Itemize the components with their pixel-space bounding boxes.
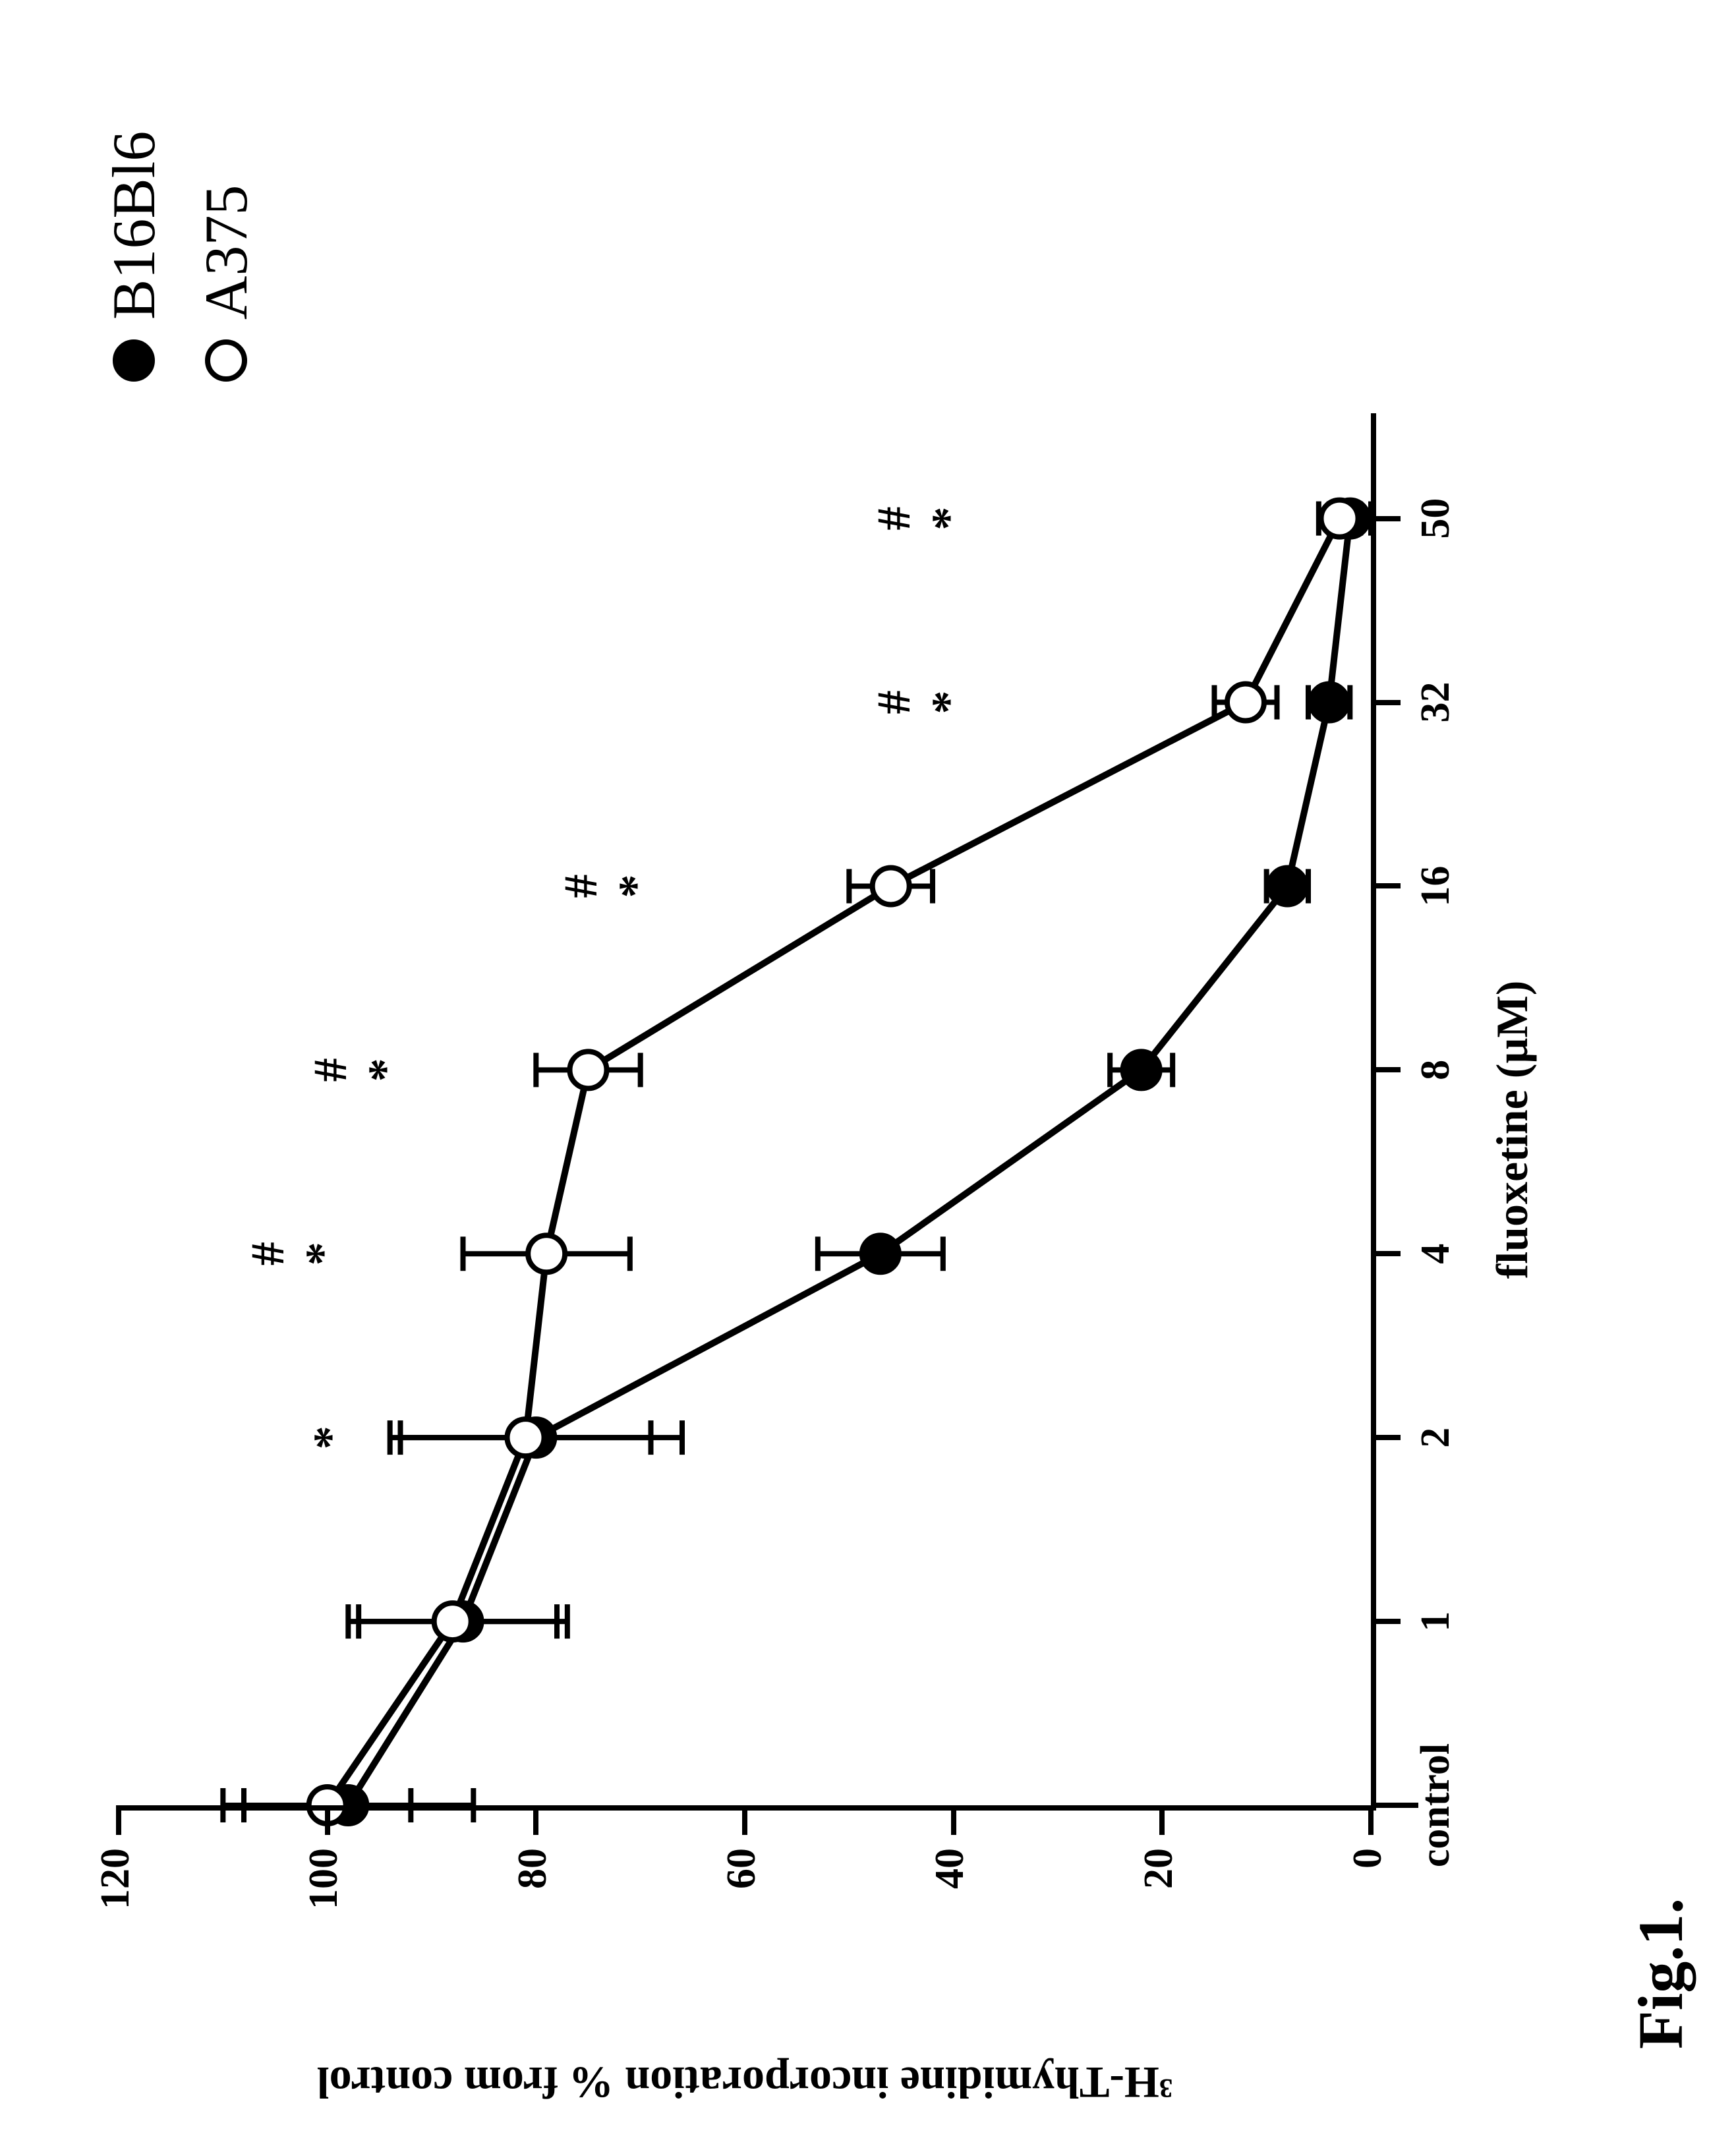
data-point-A375 [434,1603,471,1640]
legend-entry-B16Bl6: B16Bl6 [99,131,169,382]
significance-mark: * [361,1037,409,1103]
significance-mark: # [557,853,604,919]
x-axis-label: fluoxetine (µM) [1486,866,1538,1393]
legend-label-B16Bl6: B16Bl6 [99,131,169,320]
y-axis-line [119,1805,1376,1811]
x-tick [1371,1435,1401,1440]
y-tick [116,1805,121,1835]
chart-stage: 0 20 40 60 80 100 120 control1248163250 B16Bl6 A… [0,0,1736,2148]
significance-mark: * [925,486,972,552]
x-tick [1371,700,1401,705]
significance-mark: # [244,1221,291,1287]
x-tick-label: 2 [1412,1339,1459,1536]
data-point-A375 [1227,684,1264,721]
y-tick [533,1805,538,1835]
y-tick [951,1805,956,1835]
x-tick-label: control [1412,1706,1459,1904]
data-point-B16Bl6 [1269,867,1306,904]
significance-mark: # [870,486,917,552]
x-tick-label: 32 [1412,604,1459,801]
x-tick [1371,883,1401,888]
data-point-B16Bl6 [862,1235,899,1272]
x-tick-label: 50 [1412,420,1459,618]
significance-mark: * [612,853,659,919]
y-tick [1159,1805,1165,1835]
figure-label: Fig.1. [1624,1898,1697,2049]
y-tick-label: 60 [718,1848,765,1967]
x-tick-label: 8 [1412,971,1459,1169]
plot-area [119,454,1371,1805]
legend-label-A375: A375 [191,185,261,320]
y-tick-label: 20 [1136,1848,1182,1967]
y-tick [742,1805,747,1835]
data-point-A375 [873,867,910,904]
data-point-A375 [507,1419,544,1456]
data-point-A375 [1321,500,1358,537]
x-tick-label: 4 [1412,1155,1459,1352]
x-tick [1371,1067,1401,1072]
y-tick-label: 0 [1345,1848,1391,1967]
x-axis-line [1371,413,1376,1811]
significance-mark: * [306,1405,354,1470]
x-tick [1371,1251,1401,1256]
data-point-A375 [570,1051,607,1088]
legend-marker-A375 [205,339,247,382]
significance-mark: # [870,670,917,736]
significance-mark: * [299,1221,346,1287]
x-tick [1371,516,1401,521]
x-tick [1371,1803,1418,1808]
y-tick [325,1805,330,1835]
x-tick-label: 1 [1412,1523,1459,1720]
legend-entry-A375: A375 [191,185,261,382]
series-line-B16Bl6 [348,519,1350,1805]
plot-svg [119,454,1371,1805]
x-tick-label: 16 [1412,787,1459,985]
significance-mark: # [306,1037,354,1103]
y-tick-label: 120 [92,1848,139,1967]
y-axis-label: ³H-Thymidine incorporation % from contro… [119,2056,1371,2108]
significance-mark: * [925,670,972,736]
y-tick-label: 100 [301,1848,347,1967]
y-tick-label: 40 [927,1848,973,1967]
x-tick [1371,1619,1401,1624]
y-tick [1368,1805,1374,1835]
legend-marker-B16Bl6 [113,339,155,382]
y-tick-label: 80 [509,1848,556,1967]
data-point-B16Bl6 [1123,1051,1160,1088]
data-point-A375 [528,1235,565,1272]
data-point-B16Bl6 [1311,684,1348,721]
